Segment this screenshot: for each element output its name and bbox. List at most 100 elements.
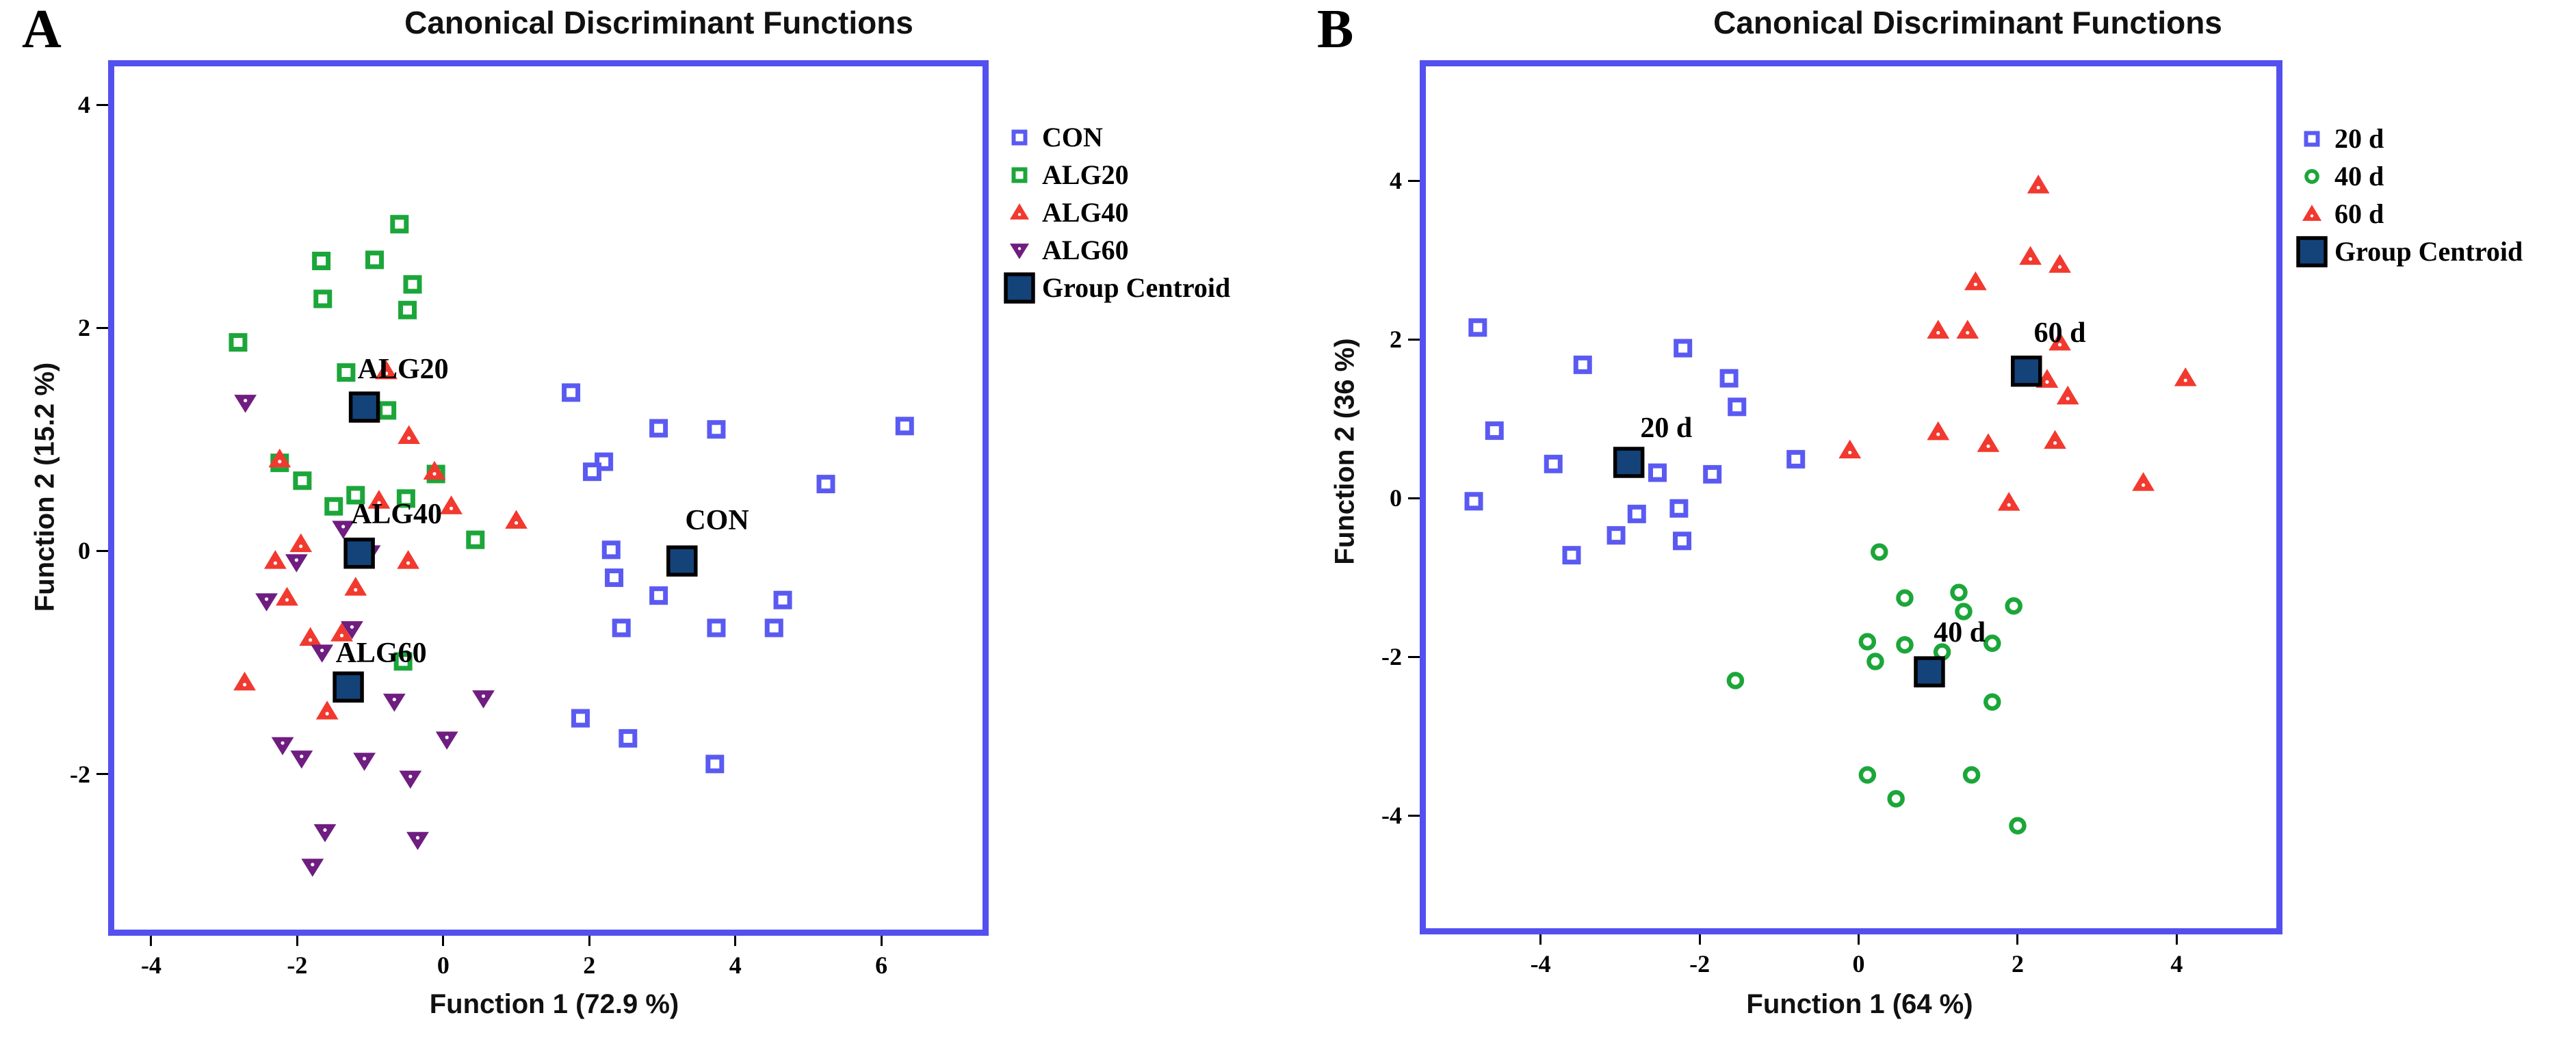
y-tick-label: 0 xyxy=(78,537,90,565)
x-tick-label: 2 xyxy=(583,951,596,979)
data-point-60-d xyxy=(1838,439,1862,459)
data-point-CON xyxy=(571,709,590,728)
data-point-60-d xyxy=(2027,174,2050,194)
data-point-40-d xyxy=(1726,672,1745,690)
data-point-ALG20 xyxy=(390,215,409,234)
centroid-label-ALG20: ALG20 xyxy=(357,353,449,385)
data-point-ALG40 xyxy=(233,671,256,691)
panel-b-plot-area xyxy=(1420,60,2282,934)
x-tick-mark xyxy=(2175,934,2178,945)
data-point-ALG40 xyxy=(423,460,446,480)
legend-marker-60-d xyxy=(2302,205,2322,221)
data-point-ALG60 xyxy=(382,694,406,712)
panel-b-scatter-layer xyxy=(1464,174,2197,835)
legend-marker-ALG60 xyxy=(1009,244,1030,259)
panel-a-x-axis-title: Function 1 (72.9 %) xyxy=(429,989,679,1019)
data-point-40-d xyxy=(1983,634,2001,653)
data-point-ALG60 xyxy=(332,521,355,539)
data-point-40-d xyxy=(1858,633,1877,651)
x-tick-label: 0 xyxy=(1852,950,1865,977)
data-point-CON xyxy=(562,383,581,402)
x-tick-mark xyxy=(734,936,737,946)
centroid-label-ALG60: ALG60 xyxy=(335,638,427,670)
data-point-40-d xyxy=(1871,543,1888,561)
data-point-20-d xyxy=(1719,369,1739,388)
data-point-20-d xyxy=(1627,504,1646,523)
data-point-20-d xyxy=(1606,526,1626,545)
y-tick-label: -2 xyxy=(70,760,90,788)
y-tick-mark xyxy=(1408,814,1420,817)
centroid-icon xyxy=(1004,272,1035,304)
group-centroid-40-d xyxy=(1914,656,1945,687)
panel-a-y-axis-title: Function 2 (15.2 %) xyxy=(29,362,60,612)
legend-item-40-d: 40 d xyxy=(2296,161,2523,192)
data-point-ALG20 xyxy=(378,401,397,420)
data-point-60-d xyxy=(2048,254,2071,273)
data-point-ALG60 xyxy=(341,621,363,640)
legend-item-ALG20: ALG20 xyxy=(1004,159,1230,191)
legend-label: ALG20 xyxy=(1042,159,1129,190)
x-tick-label: -2 xyxy=(1689,950,1710,977)
legend-item-20-d: 20 d xyxy=(2296,123,2523,155)
data-point-ALG40 xyxy=(299,627,322,646)
x-tick-label: -4 xyxy=(1530,950,1551,977)
data-point-ALG20 xyxy=(324,497,343,516)
y-tick-label: 4 xyxy=(78,91,90,119)
square-open-icon xyxy=(1004,159,1035,191)
panel-b-y-axis-title: Function 2 (36 %) xyxy=(1329,338,1360,565)
data-point-ALG60 xyxy=(472,690,495,709)
legend-label: Group Centroid xyxy=(2334,236,2523,267)
data-point-60-d xyxy=(2019,246,2042,265)
data-point-ALG60 xyxy=(285,554,308,573)
y-tick-label: -2 xyxy=(1381,643,1402,671)
y-tick-mark xyxy=(1408,655,1420,658)
data-point-60-d xyxy=(1927,421,1950,441)
data-point-60-d xyxy=(2132,472,2155,491)
data-point-ALG40 xyxy=(397,550,419,569)
data-point-ALG40 xyxy=(344,577,367,596)
legend-item-Group-Centroid: Group Centroid xyxy=(2296,236,2523,267)
legend-label: Group Centroid xyxy=(1042,272,1231,303)
x-tick-label: 4 xyxy=(729,951,742,979)
y-tick-label: 2 xyxy=(1390,326,1402,354)
data-point-40-d xyxy=(1962,766,1981,784)
group-centroid-60-d xyxy=(2011,355,2042,387)
panel-a-plot-area xyxy=(108,60,989,936)
data-point-CON xyxy=(707,420,726,439)
centroid-label-ALG40: ALG40 xyxy=(351,498,443,530)
data-point-20-d xyxy=(1673,531,1692,551)
data-point-ALG20 xyxy=(346,486,365,505)
data-point-60-d xyxy=(2056,385,2079,405)
data-point-ALG40 xyxy=(276,586,298,606)
data-point-ALG20 xyxy=(466,530,485,549)
y-tick-label: 2 xyxy=(78,314,90,342)
square-open-icon xyxy=(1004,122,1035,153)
square-open-icon xyxy=(2296,123,2328,155)
centroid-label-20-d: 20 d xyxy=(1640,412,1693,445)
x-tick-mark xyxy=(1698,934,1701,945)
data-point-ALG60 xyxy=(406,832,429,850)
data-point-ALG60 xyxy=(301,858,324,877)
data-point-60-d xyxy=(2048,331,2071,351)
y-tick-mark xyxy=(1408,179,1420,182)
legend-item-Group-Centroid: Group Centroid xyxy=(1004,272,1230,304)
x-tick-mark xyxy=(150,936,153,946)
y-tick-mark xyxy=(1408,497,1420,499)
data-point-40-d xyxy=(1955,603,1973,620)
panel-b-legend: 20 d 40 d 60 d Group Centroid xyxy=(2296,123,2523,274)
x-tick-mark xyxy=(1539,934,1542,945)
legend-marker-CON xyxy=(1011,129,1028,146)
y-tick-label: -4 xyxy=(1381,802,1402,830)
x-tick-label: 4 xyxy=(2170,950,2183,977)
data-point-CON xyxy=(649,586,668,605)
centroid-label-60-d: 60 d xyxy=(2033,317,2086,349)
data-point-ALG20 xyxy=(293,471,312,490)
data-point-20-d xyxy=(1544,454,1563,473)
data-point-40-d xyxy=(1887,789,1905,808)
data-point-20-d xyxy=(1648,463,1667,482)
data-point-ALG40 xyxy=(440,495,463,514)
centroid-label-40-d: 40 d xyxy=(1934,617,1986,649)
data-point-60-d xyxy=(1997,492,2020,511)
legend-item-ALG60: ALG60 xyxy=(1004,235,1230,266)
data-point-ALG20 xyxy=(312,252,331,271)
